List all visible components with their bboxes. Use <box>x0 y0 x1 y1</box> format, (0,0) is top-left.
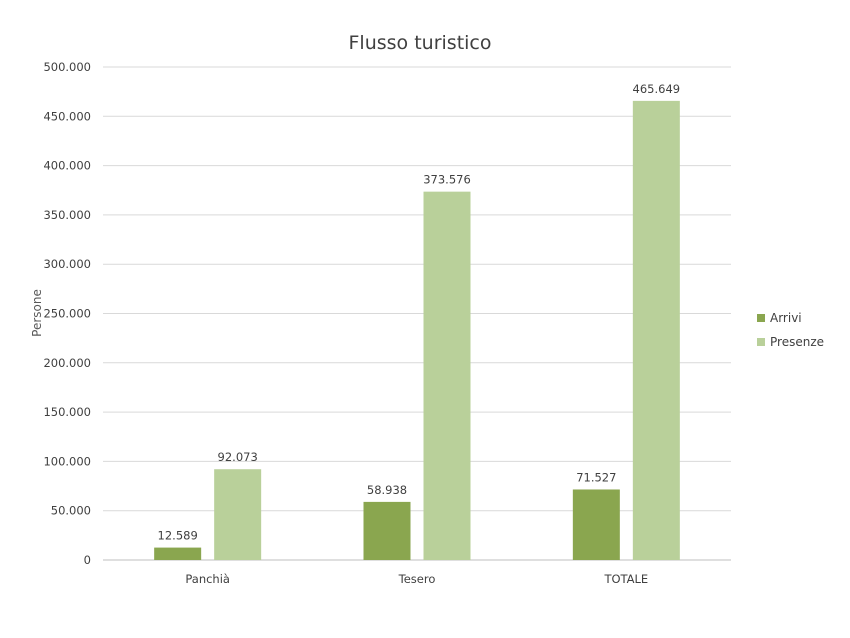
x-axis-ticks: Panchià Tesero TOTALE <box>185 572 648 586</box>
gridlines <box>103 66 731 561</box>
bar-presenze-0 <box>214 469 262 560</box>
data-label: 92.073 <box>218 450 258 464</box>
data-label: 465.649 <box>633 82 681 96</box>
y-tick-label: 500.000 <box>43 60 91 74</box>
legend-swatch-presenze <box>757 338 765 346</box>
y-axis-ticks: 0 50.000 100.000 150.000 200.000 250.000 300.0… <box>43 60 91 567</box>
y-axis-title: Persone <box>30 289 44 337</box>
x-tick-label: Panchià <box>185 572 230 586</box>
legend: Arrivi Presenze <box>757 311 824 349</box>
bar-presenze-2 <box>632 100 680 560</box>
bars <box>154 100 680 561</box>
legend-label-presenze: Presenze <box>770 335 824 349</box>
bar-arrivi-1 <box>363 501 411 560</box>
data-label: 71.527 <box>576 470 616 484</box>
data-label: 373.576 <box>423 173 471 187</box>
y-tick-label: 400.000 <box>43 159 91 173</box>
y-tick-label: 450.000 <box>43 109 91 123</box>
y-tick-label: 100.000 <box>43 454 91 468</box>
y-tick-label: 50.000 <box>51 504 91 518</box>
y-tick-label: 150.000 <box>43 405 91 419</box>
data-labels: 12.589 92.073 58.938 373.576 71.527 465.649 <box>158 82 681 543</box>
y-tick-label: 200.000 <box>43 356 91 370</box>
bar-arrivi-0 <box>154 547 202 560</box>
x-tick-label: Tesero <box>398 572 436 586</box>
y-tick-label: 350.000 <box>43 208 91 222</box>
bar-arrivi-2 <box>572 489 620 560</box>
legend-swatch-arrivi <box>757 314 765 322</box>
chart-title: Flusso turistico <box>349 32 492 54</box>
y-tick-label: 300.000 <box>43 257 91 271</box>
data-label: 12.589 <box>158 529 198 543</box>
bar-presenze-1 <box>423 191 471 561</box>
y-tick-label: 0 <box>84 553 91 567</box>
data-label: 58.938 <box>367 483 407 497</box>
y-tick-label: 250.000 <box>43 307 91 321</box>
legend-label-arrivi: Arrivi <box>770 311 802 325</box>
x-tick-label: TOTALE <box>603 572 648 586</box>
